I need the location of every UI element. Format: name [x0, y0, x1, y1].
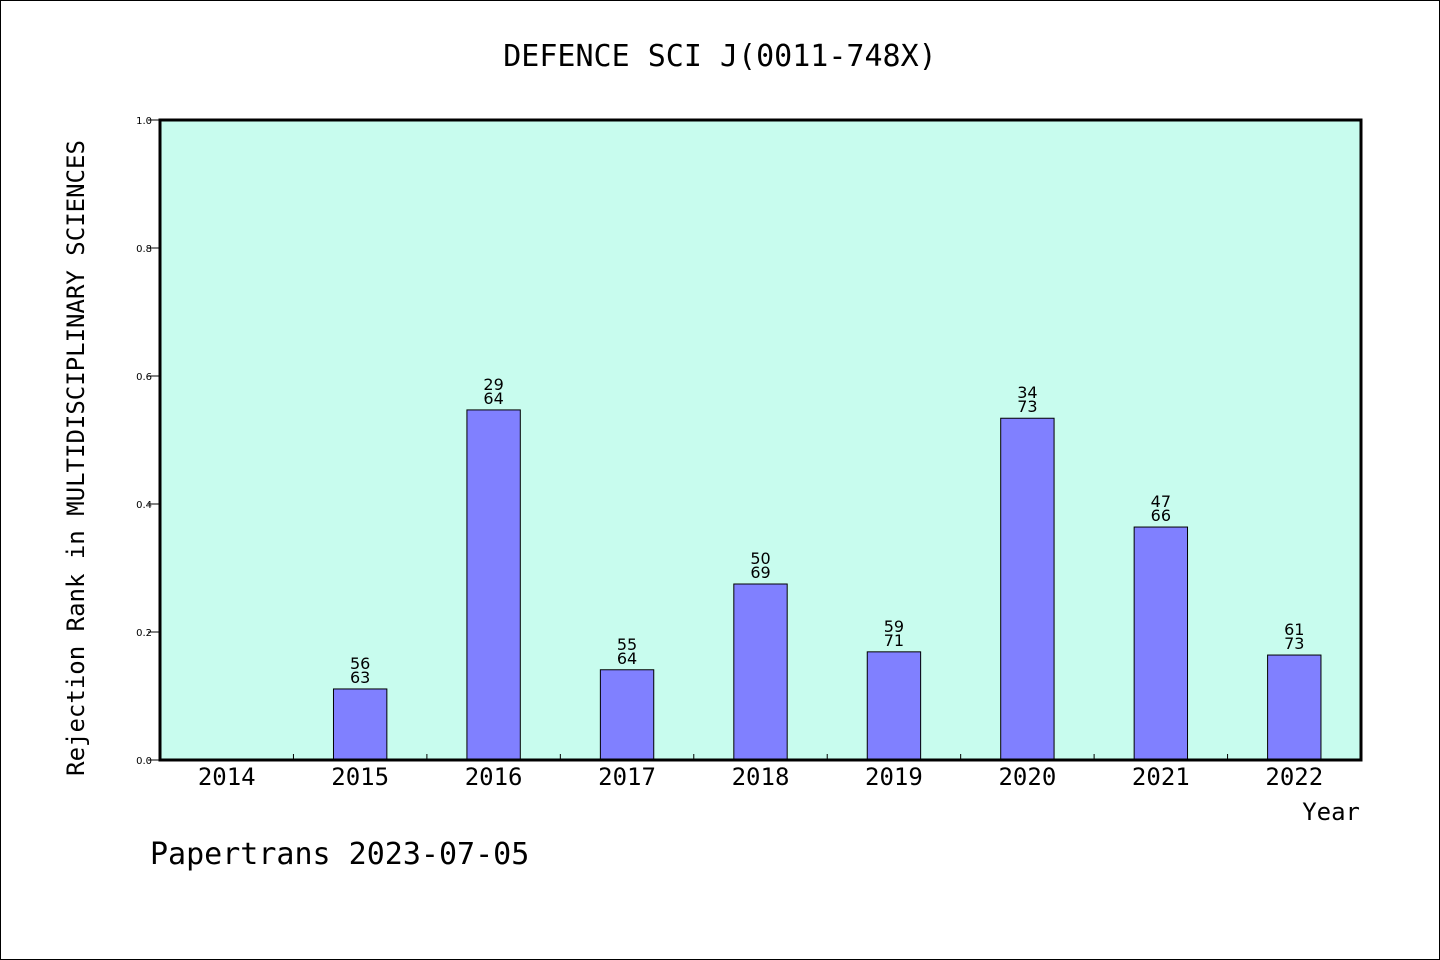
- x-axis-ticks: 2014 2015 2016 2017 2018 2019 2020 2021 2022: [198, 754, 1323, 791]
- bar-label-total: 69: [750, 563, 770, 582]
- x-tick-label: 2014: [198, 763, 256, 791]
- bar-label-rank: 47: [1151, 492, 1171, 511]
- y-tick-label: 0.0: [136, 756, 152, 767]
- bar-label-total: 71: [884, 631, 904, 650]
- bar-2017: [599, 669, 655, 761]
- bar-label-rank: 61: [1284, 620, 1304, 639]
- bar-label-total: 64: [617, 649, 637, 668]
- bar-label-total: 73: [1017, 397, 1037, 416]
- bar-label-rank: 50: [750, 549, 770, 568]
- bar-2022: [1267, 654, 1322, 761]
- y-axis-ticks: 0.0 0.2 0.4 0.6 0.8 1.0: [136, 116, 160, 767]
- x-tick-label: 2019: [865, 763, 923, 791]
- source-note: Papertrans 2023-07-05: [150, 837, 529, 872]
- bar-label-rank: 29: [483, 375, 503, 394]
- bar-label-rank: 34: [1017, 383, 1037, 402]
- bar-label-rank: 56: [350, 654, 370, 673]
- bar-2016: [466, 409, 521, 761]
- x-axis-label: Year: [1302, 798, 1360, 826]
- bar-2021: [1133, 526, 1189, 761]
- x-tick-label: 2015: [331, 763, 389, 791]
- bar-label-total: 73: [1284, 634, 1304, 653]
- y-tick-label: 0.4: [136, 500, 152, 511]
- bar-label-total: 63: [350, 668, 370, 687]
- x-tick-label: 2017: [598, 763, 656, 791]
- y-tick-label: 0.6: [136, 372, 152, 383]
- x-tick-label: 2016: [465, 763, 523, 791]
- bar-label-rank: 55: [617, 635, 637, 654]
- bar-label-total: 66: [1151, 506, 1171, 525]
- x-tick-label: 2021: [1132, 763, 1190, 791]
- y-tick-label: 1.0: [136, 116, 152, 127]
- bar-2019: [866, 651, 922, 761]
- y-axis-label: Rejection Rank in MULTIDISCIPLINARY SCIE…: [62, 140, 90, 776]
- bar-2015: [332, 688, 388, 761]
- y-tick-label: 0.2: [136, 628, 152, 639]
- bar-2020: [1000, 417, 1055, 761]
- bars-group: [332, 409, 1322, 761]
- plot-border: [158, 118, 1363, 762]
- x-tick-label: 2022: [1265, 763, 1323, 791]
- bar-label-rank: 59: [884, 617, 904, 636]
- x-tick-label: 2018: [732, 763, 790, 791]
- bar-2018: [733, 583, 788, 761]
- chart-title: DEFENCE SCI J(0011-748X): [503, 39, 936, 74]
- y-tick-label: 0.8: [136, 244, 152, 255]
- bar-label-total: 64: [483, 389, 503, 408]
- x-tick-label: 2020: [998, 763, 1056, 791]
